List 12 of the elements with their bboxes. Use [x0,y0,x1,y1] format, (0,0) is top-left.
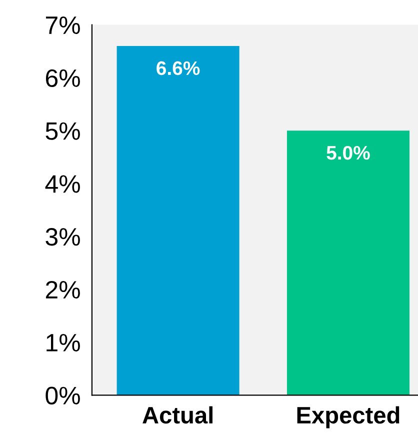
y-tick-label: 7% [46,16,80,34]
y-tick-label: 3% [46,228,80,246]
y-tick-label: 0% [46,386,80,404]
y-tick-label: 6% [46,69,80,88]
data-label: 5.0% [326,146,370,160]
x-tick-label: Expected [297,406,400,428]
x-tick-label: Actual [142,406,212,424]
y-tick-label: 2% [46,280,80,299]
y-tick-label: 4% [45,175,80,193]
data-label: 6.6% [156,61,200,76]
y-tick-label: 1% [46,334,80,352]
y-tick-label: 5% [46,122,80,140]
